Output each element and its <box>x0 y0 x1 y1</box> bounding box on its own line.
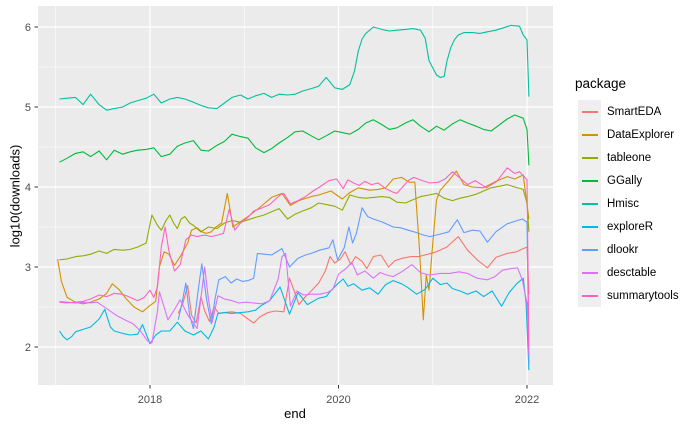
legend-key-box <box>578 192 601 215</box>
x-axis-title: end <box>284 406 306 421</box>
legend-item-dlookr: dlookr <box>578 238 679 261</box>
legend-line-swatch <box>581 179 598 182</box>
legend: SmartEDA DataExplorer tableone GGally Hmisc e… <box>578 100 679 307</box>
y-axis-title: log10(downloads) <box>7 144 23 248</box>
legend-line-swatch <box>581 271 598 274</box>
legend-line-swatch <box>581 294 598 297</box>
legend-item-exploreR: exploreR <box>578 215 679 238</box>
legend-item-label: tableone <box>607 151 652 164</box>
legend-item-label: desctable <box>607 266 657 279</box>
legend-item-label: summarytools <box>607 289 679 302</box>
legend-item-label: GGally <box>607 174 643 187</box>
y-tick-label: 6 <box>25 22 31 34</box>
series-line-exploreR <box>59 277 530 371</box>
legend-line-swatch <box>581 202 598 205</box>
legend-item-DataExplorer: DataExplorer <box>578 123 679 146</box>
series-line-summarytools <box>59 167 530 349</box>
legend-item-label: dlookr <box>607 243 639 256</box>
legend-item-summarytools: summarytools <box>578 284 679 307</box>
legend-item-label: SmartEDA <box>607 105 662 118</box>
legend-key-box <box>578 238 601 261</box>
legend-key-box <box>578 215 601 238</box>
series-line-DataExplorer <box>57 170 530 321</box>
legend-key-box <box>578 284 601 307</box>
plot-panel <box>38 6 553 385</box>
legend-key-box <box>578 123 601 146</box>
x-tick-label: 2022 <box>515 394 539 406</box>
legend-line-swatch <box>581 156 598 159</box>
y-tick-label: 4 <box>25 182 31 194</box>
series-line-dlookr <box>177 207 530 365</box>
legend-item-label: exploreR <box>607 220 654 233</box>
legend-item-desctable: desctable <box>578 261 679 284</box>
series-line-tableone <box>59 184 530 261</box>
legend-title: package <box>575 76 627 91</box>
legend-line-swatch <box>581 248 598 251</box>
legend-item-GGally: GGally <box>578 169 679 192</box>
y-tick-label: 3 <box>25 262 31 274</box>
legend-item-label: Hmisc <box>607 197 639 210</box>
series-line-desctable <box>59 252 530 356</box>
series-line-GGally <box>59 114 530 166</box>
legend-line-swatch <box>581 133 598 136</box>
legend-line-swatch <box>581 225 598 228</box>
series-line-SmartEDA <box>177 236 530 324</box>
legend-key-box <box>578 100 601 123</box>
y-tick-label: 5 <box>25 102 31 114</box>
legend-item-Hmisc: Hmisc <box>578 192 679 215</box>
x-tick-label: 2018 <box>138 394 162 406</box>
legend-key-box <box>578 169 601 192</box>
x-tick-label: 2020 <box>326 394 350 406</box>
legend-item-SmartEDA: SmartEDA <box>578 100 679 123</box>
y-tick-label: 2 <box>25 342 31 354</box>
legend-line-swatch <box>581 110 598 113</box>
legend-item-label: DataExplorer <box>607 128 675 141</box>
legend-key-box <box>578 146 601 169</box>
legend-key-box <box>578 261 601 284</box>
legend-item-tableone: tableone <box>578 146 679 169</box>
series-line-Hmisc <box>59 24 530 111</box>
